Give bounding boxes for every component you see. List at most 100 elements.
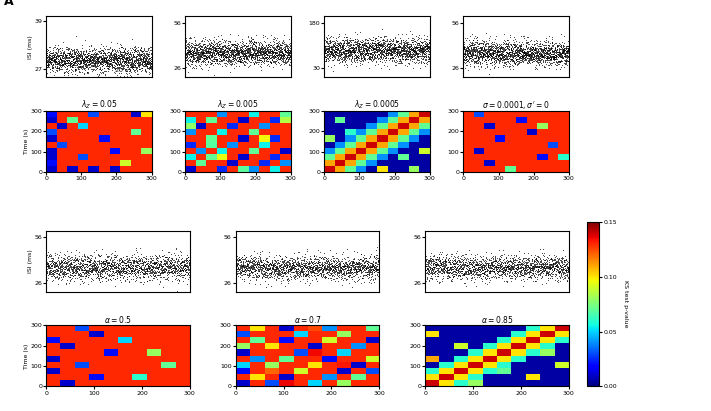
Point [325, 39, 336, 46]
Point [77, 49, 89, 56]
Point [103, 56, 114, 63]
Point [461, 261, 472, 268]
Point [186, 42, 197, 48]
Point [252, 266, 264, 272]
Point [65, 60, 77, 67]
Point [516, 272, 528, 278]
Point [552, 52, 564, 58]
Point [333, 263, 344, 270]
Point [50, 265, 62, 272]
Point [189, 42, 201, 48]
Point [557, 260, 569, 267]
Point [230, 51, 241, 58]
Point [116, 259, 127, 266]
Point [87, 66, 99, 72]
Point [67, 67, 78, 74]
Point [509, 275, 520, 282]
Point [59, 58, 70, 65]
Point [373, 273, 385, 279]
Point [208, 57, 219, 64]
Point [432, 268, 443, 275]
Point [152, 264, 164, 270]
Point [360, 40, 372, 47]
Point [469, 41, 481, 48]
Point [561, 268, 572, 274]
Point [503, 51, 514, 58]
Point [375, 48, 386, 54]
Point [347, 40, 358, 47]
Point [69, 272, 80, 279]
Point [531, 55, 542, 61]
Point [234, 39, 245, 45]
Point [98, 260, 109, 267]
Point [250, 260, 261, 267]
Point [507, 263, 518, 270]
Point [364, 50, 375, 57]
Point [513, 46, 525, 53]
Point [43, 55, 55, 62]
Point [188, 49, 199, 55]
Point [135, 265, 146, 272]
Point [112, 72, 123, 79]
Point [138, 63, 149, 70]
Point [501, 42, 512, 49]
Point [51, 52, 63, 58]
Point [71, 56, 82, 62]
Point [240, 51, 251, 58]
Point [171, 268, 183, 274]
Point [309, 266, 321, 272]
Point [270, 43, 282, 50]
Point [128, 276, 139, 283]
Point [42, 262, 53, 269]
Point [528, 46, 540, 52]
Point [188, 51, 199, 58]
Point [113, 51, 124, 58]
Point [213, 52, 224, 58]
Point [257, 32, 269, 39]
Point [125, 263, 137, 270]
Point [459, 55, 471, 62]
Point [399, 50, 410, 57]
Point [523, 53, 534, 59]
Point [220, 51, 232, 57]
Point [439, 267, 451, 274]
Point [172, 264, 183, 270]
Point [73, 60, 84, 67]
Point [526, 53, 538, 60]
Point [62, 50, 73, 57]
Point [379, 49, 390, 56]
Point [521, 256, 533, 263]
Point [547, 273, 558, 279]
Point [560, 46, 572, 52]
Point [483, 259, 495, 266]
Point [506, 47, 517, 53]
Point [80, 273, 92, 279]
Point [110, 48, 122, 55]
Point [336, 266, 347, 273]
Point [504, 49, 515, 55]
Point [471, 46, 483, 52]
Point [266, 58, 277, 65]
Point [347, 258, 358, 265]
Point [484, 47, 496, 53]
Point [351, 35, 363, 42]
Point [142, 257, 154, 264]
Point [241, 53, 252, 60]
Point [218, 57, 229, 64]
Point [538, 264, 549, 271]
Point [336, 272, 347, 278]
Point [56, 59, 68, 65]
Point [338, 46, 350, 52]
Point [415, 57, 427, 64]
Point [466, 261, 477, 268]
Point [390, 61, 401, 68]
Point [551, 258, 562, 265]
Point [281, 263, 292, 269]
Point [291, 268, 302, 274]
Point [241, 56, 252, 62]
Point [246, 46, 257, 52]
Point [246, 268, 257, 275]
Point [348, 37, 359, 43]
Point [353, 47, 365, 53]
Point [492, 52, 503, 59]
